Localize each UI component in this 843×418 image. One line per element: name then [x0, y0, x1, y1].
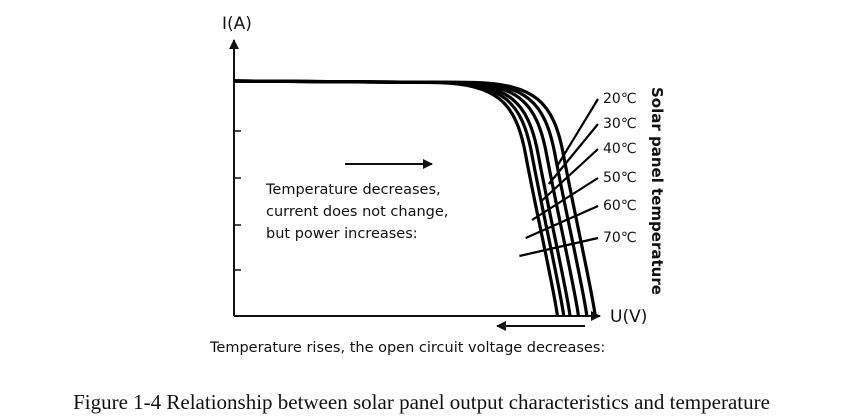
iv-curve-1	[233, 79, 589, 317]
current-note-line-2: current does not change,	[266, 204, 448, 220]
temperature-labels: 20℃ 30℃ 40℃ 50℃ 60℃ 70℃	[603, 91, 637, 246]
legend-title: Solar panel temperature	[648, 87, 666, 295]
iv-curve-5	[233, 79, 559, 317]
x-axis-label: U(V)	[610, 307, 647, 327]
leader-line-2	[539, 148, 599, 203]
leader-line-4	[525, 204, 599, 240]
temperature-leader-lines	[519, 98, 599, 258]
temp-label-5: 70℃	[603, 230, 637, 246]
temp-label-0: 20℃	[603, 91, 637, 107]
iv-curve-2	[233, 79, 580, 317]
temp-label-2: 40℃	[603, 141, 637, 157]
leader-line-0	[556, 98, 599, 167]
y-axis-ticks	[234, 130, 241, 271]
y-axis-label: I(A)	[222, 14, 252, 34]
current-note-line-1: Temperature decreases,	[265, 182, 441, 198]
iv-curve-4	[233, 79, 566, 317]
temp-label-4: 60℃	[603, 198, 637, 214]
leader-line-3	[531, 177, 599, 221]
iv-curves	[233, 79, 597, 317]
figure-caption: Figure 1-4 Relationship between solar pa…	[73, 390, 770, 414]
temp-label-3: 50℃	[603, 170, 637, 186]
iv-curve-3	[233, 79, 572, 317]
leader-line-1	[547, 123, 599, 185]
leader-line-5	[519, 236, 599, 258]
temp-label-1: 30℃	[603, 116, 637, 132]
voltage-note: Temperature rises, the open circuit volt…	[209, 340, 605, 356]
current-note-line-3: but power increases:	[266, 226, 418, 242]
